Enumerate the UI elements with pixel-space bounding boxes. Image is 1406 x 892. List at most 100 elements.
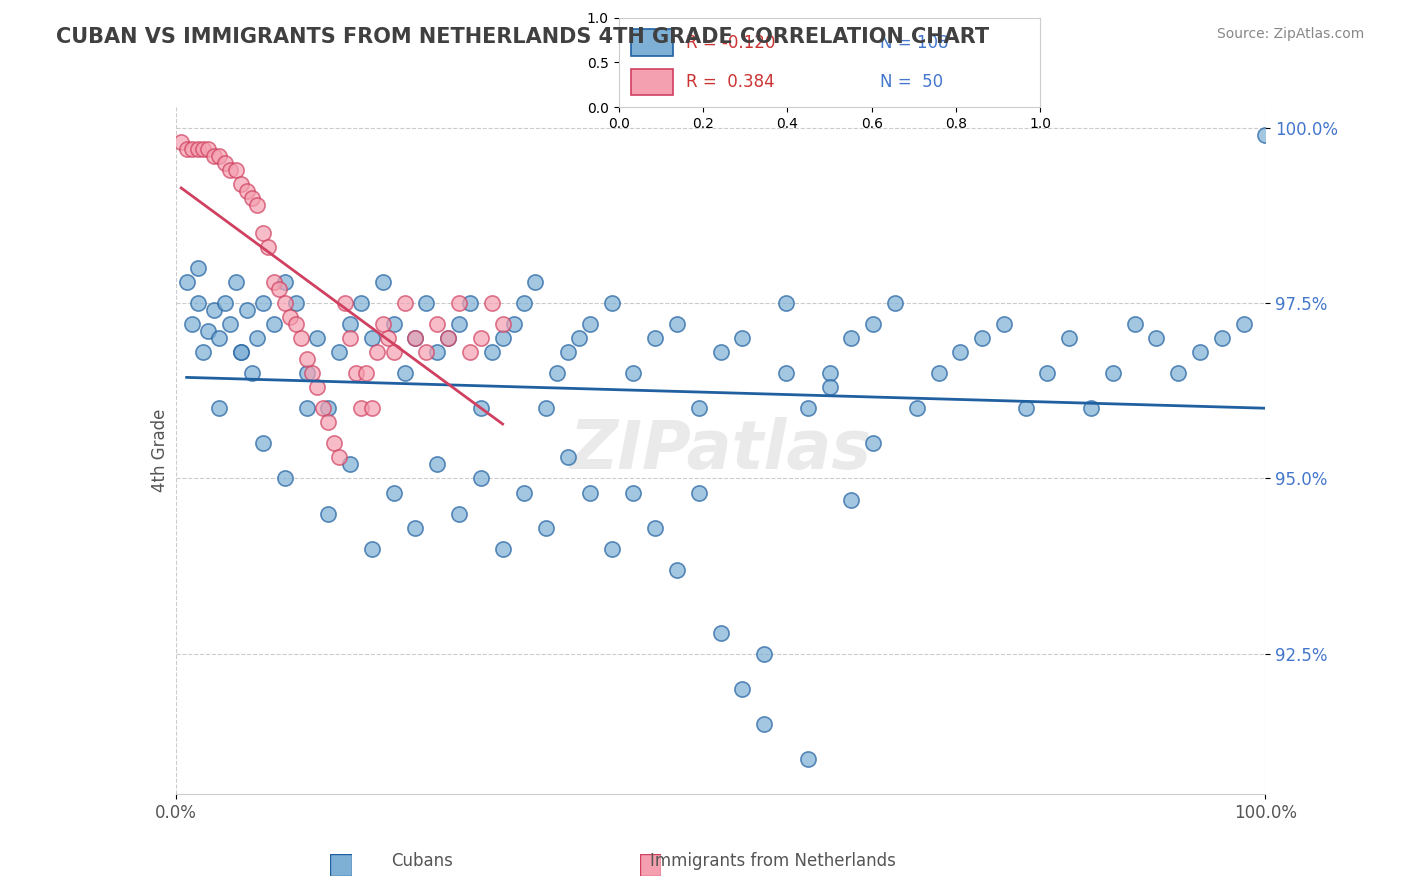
Point xyxy=(1057,331,1080,345)
Point xyxy=(426,458,449,472)
Point xyxy=(447,296,470,310)
Bar xyxy=(631,69,673,95)
Point xyxy=(1232,318,1256,332)
Point xyxy=(862,436,884,450)
Point xyxy=(394,296,416,310)
Text: R =  0.384: R = 0.384 xyxy=(686,73,775,91)
Point xyxy=(534,520,557,534)
Point xyxy=(470,331,492,345)
Point xyxy=(360,331,382,345)
Point xyxy=(328,450,350,465)
Text: ZIPatlas: ZIPatlas xyxy=(569,417,872,483)
Point xyxy=(415,296,437,310)
Point xyxy=(181,318,204,332)
Point xyxy=(176,275,198,289)
Point xyxy=(350,401,373,416)
Point xyxy=(426,345,449,359)
Point xyxy=(252,436,274,450)
Point xyxy=(568,331,591,345)
Point xyxy=(710,345,733,359)
Point xyxy=(257,240,280,254)
Point xyxy=(301,367,323,381)
Point xyxy=(202,149,225,163)
Point xyxy=(993,318,1015,332)
Point xyxy=(796,401,818,416)
Point xyxy=(235,303,257,318)
Point xyxy=(970,331,993,345)
Point xyxy=(208,149,231,163)
Point xyxy=(382,345,405,359)
Point xyxy=(754,647,776,661)
Point xyxy=(1036,367,1059,381)
Text: N = 108: N = 108 xyxy=(880,34,949,52)
Point xyxy=(502,318,524,332)
Point xyxy=(557,450,579,465)
Point xyxy=(1102,367,1125,381)
Point xyxy=(186,296,209,310)
Point xyxy=(492,318,515,332)
Point xyxy=(208,401,231,416)
Point xyxy=(621,485,644,500)
Point xyxy=(295,401,318,416)
Point xyxy=(274,296,297,310)
Point xyxy=(197,142,219,156)
Point xyxy=(382,318,405,332)
Point xyxy=(666,318,689,332)
Point xyxy=(405,520,427,534)
Point xyxy=(405,331,427,345)
Point xyxy=(318,416,340,430)
Point xyxy=(214,156,236,170)
Point xyxy=(366,345,388,359)
Point xyxy=(818,380,841,394)
Point xyxy=(841,331,863,345)
Point xyxy=(263,318,285,332)
Point xyxy=(437,331,460,345)
Text: Source: ZipAtlas.com: Source: ZipAtlas.com xyxy=(1216,27,1364,41)
Point xyxy=(318,401,340,416)
Point xyxy=(318,507,340,521)
Point xyxy=(928,367,950,381)
Point xyxy=(225,163,247,178)
Text: R = -0.120: R = -0.120 xyxy=(686,34,776,52)
Point xyxy=(307,380,329,394)
Point xyxy=(312,401,335,416)
Point xyxy=(1144,331,1167,345)
Text: Cubans: Cubans xyxy=(391,852,453,870)
Point xyxy=(492,541,515,556)
Point xyxy=(534,401,557,416)
Point xyxy=(470,471,492,485)
Point xyxy=(731,331,754,345)
Point xyxy=(1211,331,1233,345)
Point xyxy=(339,318,361,332)
Point xyxy=(186,261,209,276)
Y-axis label: 4th Grade: 4th Grade xyxy=(150,409,169,492)
Point xyxy=(775,367,797,381)
Point xyxy=(350,296,373,310)
Point xyxy=(197,324,219,338)
Point xyxy=(219,318,242,332)
Point xyxy=(274,275,297,289)
Point xyxy=(754,716,776,731)
Point xyxy=(231,345,253,359)
Point xyxy=(284,318,307,332)
Point xyxy=(246,331,269,345)
Point xyxy=(246,198,269,212)
Point xyxy=(644,520,666,534)
Point xyxy=(884,296,907,310)
Point xyxy=(666,563,689,577)
Point xyxy=(1080,401,1102,416)
Point xyxy=(1015,401,1038,416)
Point xyxy=(862,318,884,332)
Point xyxy=(339,331,361,345)
Point xyxy=(202,303,225,318)
Point xyxy=(284,296,307,310)
Point xyxy=(344,367,367,381)
Point xyxy=(295,367,318,381)
Point xyxy=(333,296,356,310)
Point xyxy=(1123,318,1146,332)
Point xyxy=(546,367,568,381)
Point xyxy=(371,275,394,289)
Point xyxy=(405,331,427,345)
Point xyxy=(470,401,492,416)
Point xyxy=(214,296,236,310)
